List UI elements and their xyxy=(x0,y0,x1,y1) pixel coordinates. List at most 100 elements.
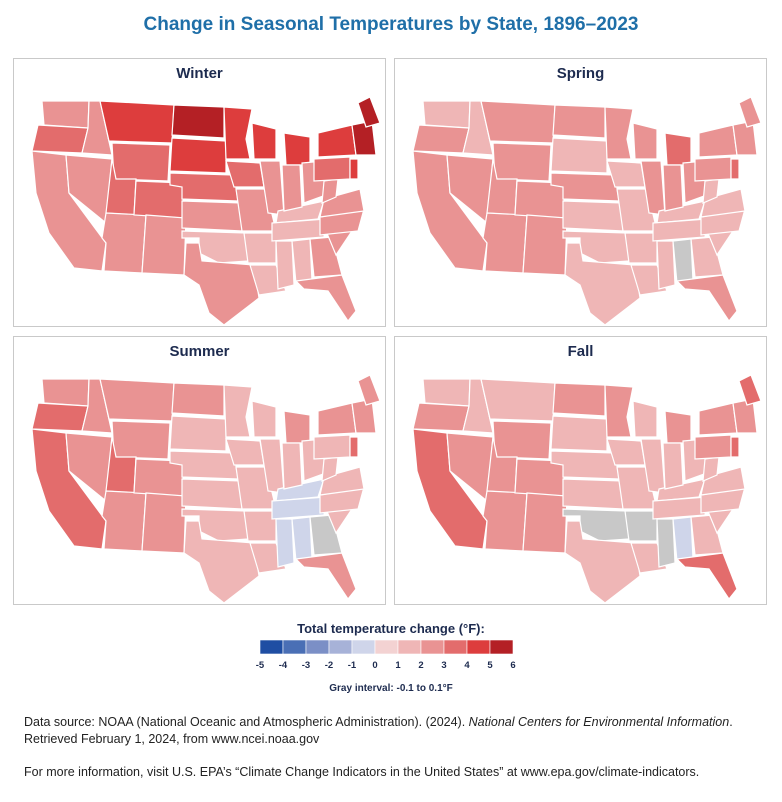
data-source: Data source: NOAA (National Oceanic and … xyxy=(24,714,764,748)
state-al xyxy=(672,516,694,562)
state-me xyxy=(357,374,381,406)
state-nj xyxy=(349,158,359,180)
state-nj xyxy=(349,436,359,458)
state-nm xyxy=(522,214,568,276)
legend-gray-note: Gray interval: -0.1 to 0.1°F xyxy=(329,683,453,694)
state-in xyxy=(281,442,303,490)
legend-swatch xyxy=(420,639,445,655)
state-al xyxy=(672,238,694,284)
state-ms xyxy=(275,518,295,568)
state-ar xyxy=(243,510,277,542)
us-map-summer xyxy=(31,374,381,604)
page-title: Change in Seasonal Temperatures by State… xyxy=(143,14,639,35)
state-nd xyxy=(171,382,225,417)
state-ks xyxy=(181,200,243,232)
legend-tick-label: -2 xyxy=(325,660,333,671)
state-ks xyxy=(181,478,243,510)
state-wy xyxy=(111,142,171,182)
state-fl xyxy=(294,274,357,323)
map-panel-fall: Fall xyxy=(394,336,767,605)
state-mi xyxy=(664,410,692,444)
state-ne-states xyxy=(732,120,758,156)
state-ny xyxy=(698,124,738,158)
source-italic: National Centers for Environmental Infor… xyxy=(468,715,730,729)
state-ar xyxy=(243,232,277,264)
state-mn xyxy=(604,106,634,160)
legend-swatch xyxy=(374,639,399,655)
state-mi xyxy=(283,410,311,444)
state-ks xyxy=(562,478,624,510)
legend-tick-label: 6 xyxy=(510,660,515,671)
state-nm xyxy=(141,492,187,554)
state-az xyxy=(101,212,147,274)
state-ne-states xyxy=(732,398,758,434)
state-wy xyxy=(492,142,552,182)
state-tn xyxy=(652,496,708,520)
legend-swatch xyxy=(466,639,491,655)
state-ms xyxy=(656,518,676,568)
state-fl xyxy=(675,274,738,323)
state-ms xyxy=(275,240,295,290)
legend-tick-label: 1 xyxy=(395,660,401,671)
state-va xyxy=(319,466,365,496)
state-az xyxy=(101,490,147,552)
source-prefix: Data source: NOAA (National Oceanic and … xyxy=(24,715,469,729)
legend-swatch xyxy=(397,639,422,655)
panel-title: Winter xyxy=(176,65,223,82)
state-mn xyxy=(604,384,634,438)
state-me xyxy=(357,96,381,128)
legend-tick-label: 3 xyxy=(441,660,446,671)
state-al xyxy=(291,238,313,284)
state-or xyxy=(31,124,89,154)
state-mn xyxy=(223,106,253,160)
state-fl xyxy=(675,552,738,601)
legend-swatch xyxy=(328,639,353,655)
legend-swatch xyxy=(443,639,468,655)
state-id xyxy=(462,378,494,434)
us-map-spring xyxy=(412,96,762,326)
state-mt xyxy=(99,100,175,144)
state-mi xyxy=(283,132,311,166)
state-sd xyxy=(169,415,227,452)
state-va xyxy=(319,188,365,218)
state-me xyxy=(738,96,762,128)
us-map-winter xyxy=(31,96,381,326)
state-nm xyxy=(522,492,568,554)
us-map-fall xyxy=(412,374,762,604)
state-nd xyxy=(552,382,606,417)
state-nm xyxy=(141,214,187,276)
state-mn xyxy=(223,384,253,438)
state-mi xyxy=(664,132,692,166)
state-wa xyxy=(41,378,90,407)
state-ar xyxy=(624,510,658,542)
color-legend: -5 -4 -3 -2 -1 0 1 2 3 4 5 6 xyxy=(256,639,516,671)
state-ny xyxy=(317,124,357,158)
legend-tick-label: 5 xyxy=(487,660,493,671)
more-info: For more information, visit U.S. EPA’s “… xyxy=(24,765,700,779)
map-panel-spring: Spring xyxy=(394,58,767,327)
panel-title: Summer xyxy=(169,343,230,360)
state-va xyxy=(700,466,746,496)
panel-title: Spring xyxy=(556,65,605,82)
legend-tick-label: 2 xyxy=(418,660,423,671)
state-in xyxy=(662,442,684,490)
state-ar xyxy=(624,232,658,264)
state-tx xyxy=(183,520,260,604)
state-az xyxy=(482,490,528,552)
state-wi xyxy=(632,400,658,438)
state-ne-states xyxy=(351,398,377,434)
legend-swatch xyxy=(259,639,284,655)
state-nd xyxy=(552,104,606,139)
state-sd xyxy=(550,137,608,174)
legend-swatch xyxy=(489,639,514,655)
state-sd xyxy=(169,137,227,174)
state-or xyxy=(412,402,470,432)
source-suffix: . Retrieved February 1, 2024, from www.n… xyxy=(24,715,733,746)
state-mt xyxy=(99,378,175,422)
state-pa xyxy=(313,156,351,182)
state-id xyxy=(462,100,494,156)
state-ms xyxy=(656,240,676,290)
legend-tick-label: -5 xyxy=(256,660,265,671)
state-me xyxy=(738,374,762,406)
state-tx xyxy=(564,520,641,604)
